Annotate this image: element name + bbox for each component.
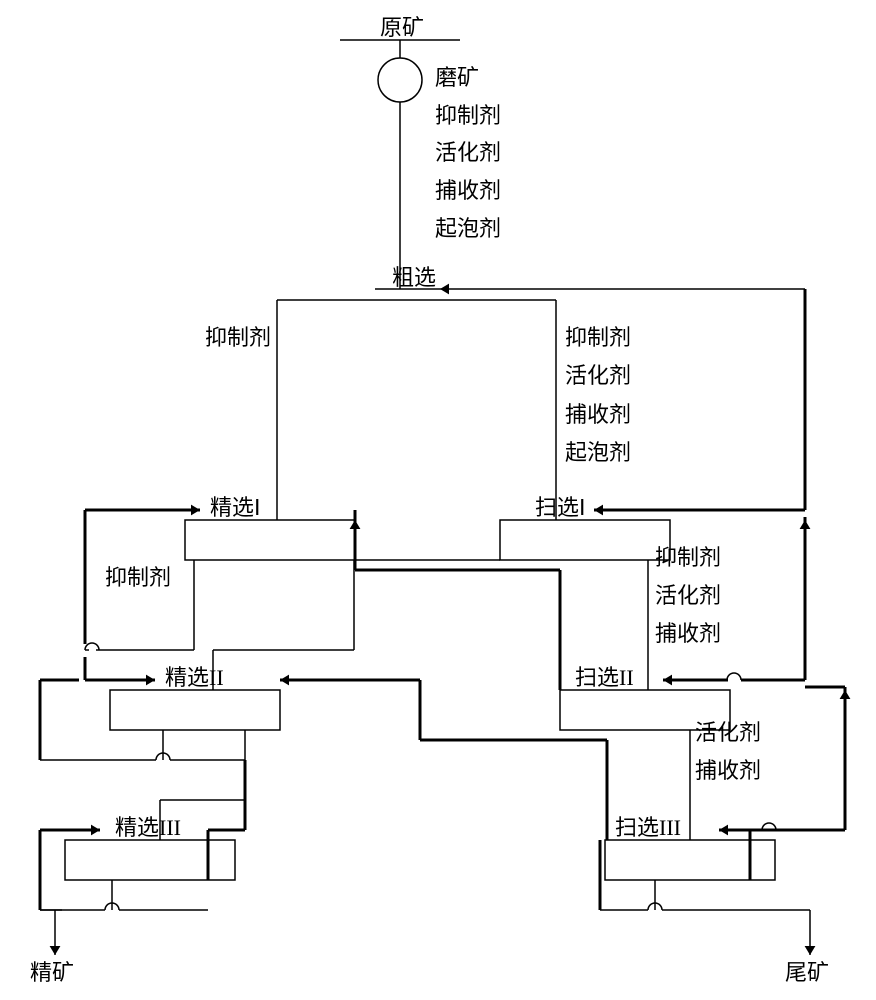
arrow — [50, 946, 61, 955]
arrow — [800, 520, 811, 529]
arrow — [350, 520, 361, 529]
label-cleaning3: 精选III — [115, 815, 181, 840]
label-activator_R3: 活化剂 — [695, 720, 761, 745]
arrow — [594, 505, 603, 516]
label-activator_0: 活化剂 — [435, 140, 501, 165]
hop — [85, 643, 99, 650]
arrow — [663, 675, 672, 686]
label-cleaning1: 精选Ⅰ — [210, 495, 261, 520]
arrow — [280, 675, 289, 686]
label-activator_R2: 活化剂 — [655, 583, 721, 608]
label-raw_ore: 原矿 — [380, 15, 424, 40]
label-roughing: 粗选 — [392, 265, 436, 290]
label-depressant_R1: 抑制剂 — [565, 325, 631, 350]
label-depressant_0: 抑制剂 — [435, 103, 501, 128]
arrow — [719, 825, 728, 836]
stage-box-c1 — [185, 520, 355, 560]
stage-box-c2 — [110, 690, 280, 730]
label-collector_R1: 捕收剂 — [565, 402, 631, 427]
label-scav3: 扫选III — [615, 815, 681, 840]
label-frother_0: 起泡剂 — [435, 216, 501, 241]
label-frother_R1: 起泡剂 — [565, 440, 631, 465]
arrow — [440, 284, 449, 295]
label-activator_R1: 活化剂 — [565, 363, 631, 388]
label-depressant_L1: 抑制剂 — [205, 325, 271, 350]
grinding-circle — [378, 58, 422, 102]
arrow — [805, 946, 816, 955]
label-collector_R2: 捕收剂 — [655, 621, 721, 646]
label-tailings: 尾矿 — [785, 960, 829, 985]
arrow — [840, 690, 851, 699]
arrow — [91, 825, 100, 836]
label-collector_R3: 捕收剂 — [695, 758, 761, 783]
arrow — [146, 675, 155, 686]
hop — [727, 673, 741, 680]
flowchart: 原矿磨矿抑制剂活化剂捕收剂起泡剂粗选抑制剂抑制剂活化剂捕收剂起泡剂精选Ⅰ扫选Ⅰ抑… — [0, 0, 876, 1000]
label-scav1: 扫选Ⅰ — [535, 495, 586, 520]
stage-box-s1 — [500, 520, 670, 560]
label-grinding: 磨矿 — [435, 65, 479, 90]
label-scav2: 扫选II — [575, 665, 634, 690]
label-cleaning2: 精选II — [165, 665, 224, 690]
arrow — [191, 505, 200, 516]
label-depressant_R2: 抑制剂 — [655, 545, 721, 570]
label-concentrate: 精矿 — [30, 960, 74, 985]
label-depressant_L2: 抑制剂 — [105, 565, 171, 590]
label-collector_0: 捕收剂 — [435, 178, 501, 203]
